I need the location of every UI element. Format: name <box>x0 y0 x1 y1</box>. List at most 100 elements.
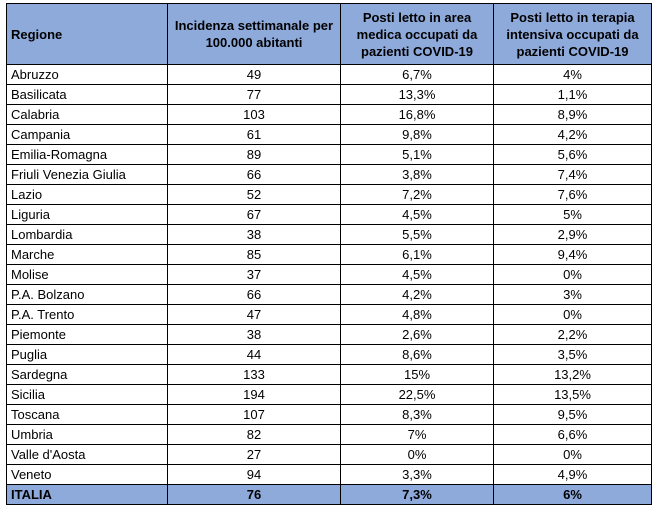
cell-regione: Lombardia <box>6 224 168 245</box>
cell-incidenza: 37 <box>167 264 341 285</box>
cell-terapia-intensiva: 3,5% <box>493 344 652 365</box>
cell-incidenza: 66 <box>167 284 341 305</box>
cell-area-medica: 3,8% <box>340 164 494 185</box>
cell-incidenza: 52 <box>167 184 341 205</box>
cell-area-medica: 7,3% <box>340 484 494 505</box>
cell-area-medica: 0% <box>340 444 494 465</box>
header-row: Regione Incidenza settimanale per 100.00… <box>6 3 652 65</box>
table-row: P.A. Trento 47 4,8% 0% <box>6 304 652 325</box>
cell-area-medica: 4,5% <box>340 264 494 285</box>
cell-regione: Liguria <box>6 204 168 225</box>
cell-regione: ITALIA <box>6 484 168 505</box>
cell-area-medica: 13,3% <box>340 84 494 105</box>
cell-regione: Umbria <box>6 424 168 445</box>
cell-area-medica: 5,5% <box>340 224 494 245</box>
header-incidenza: Incidenza settimanale per 100.000 abitan… <box>167 3 341 65</box>
cell-terapia-intensiva: 13,5% <box>493 384 652 405</box>
cell-area-medica: 8,6% <box>340 344 494 365</box>
table-row: Liguria 67 4,5% 5% <box>6 204 652 225</box>
cell-incidenza: 77 <box>167 84 341 105</box>
cell-area-medica: 7,2% <box>340 184 494 205</box>
cell-incidenza: 133 <box>167 364 341 385</box>
table-row: Calabria 103 16,8% 8,9% <box>6 104 652 125</box>
cell-regione: Toscana <box>6 404 168 425</box>
cell-regione: Lazio <box>6 184 168 205</box>
cell-regione: Friuli Venezia Giulia <box>6 164 168 185</box>
table-row: Valle d'Aosta 27 0% 0% <box>6 444 652 465</box>
cell-regione: Sardegna <box>6 364 168 385</box>
cell-terapia-intensiva: 9,5% <box>493 404 652 425</box>
table-row: P.A. Bolzano 66 4,2% 3% <box>6 284 652 305</box>
cell-terapia-intensiva: 3% <box>493 284 652 305</box>
table-row: Toscana 107 8,3% 9,5% <box>6 404 652 425</box>
cell-area-medica: 4,5% <box>340 204 494 225</box>
table-row: Umbria 82 7% 6,6% <box>6 424 652 445</box>
cell-area-medica: 4,8% <box>340 304 494 325</box>
cell-area-medica: 9,8% <box>340 124 494 145</box>
cell-regione: Sicilia <box>6 384 168 405</box>
cell-area-medica: 6,1% <box>340 244 494 265</box>
table-row: Marche 85 6,1% 9,4% <box>6 244 652 265</box>
cell-area-medica: 2,6% <box>340 324 494 345</box>
cell-terapia-intensiva: 7,4% <box>493 164 652 185</box>
cell-incidenza: 61 <box>167 124 341 145</box>
cell-terapia-intensiva: 6,6% <box>493 424 652 445</box>
cell-terapia-intensiva: 4% <box>493 64 652 85</box>
header-area-medica: Posti letto in area medica occupati da p… <box>340 3 494 65</box>
cell-area-medica: 5,1% <box>340 144 494 165</box>
table-row: Campania 61 9,8% 4,2% <box>6 124 652 145</box>
cell-incidenza: 76 <box>167 484 341 505</box>
cell-terapia-intensiva: 0% <box>493 304 652 325</box>
table-row: Friuli Venezia Giulia 66 3,8% 7,4% <box>6 164 652 185</box>
cell-terapia-intensiva: 5% <box>493 204 652 225</box>
cell-incidenza: 85 <box>167 244 341 265</box>
cell-terapia-intensiva: 0% <box>493 264 652 285</box>
cell-terapia-intensiva: 6% <box>493 484 652 505</box>
table-row: Veneto 94 3,3% 4,9% <box>6 464 652 485</box>
table-row: Basilicata 77 13,3% 1,1% <box>6 84 652 105</box>
cell-incidenza: 103 <box>167 104 341 125</box>
cell-terapia-intensiva: 2,2% <box>493 324 652 345</box>
table-row: Piemonte 38 2,6% 2,2% <box>6 324 652 345</box>
cell-regione: Emilia-Romagna <box>6 144 168 165</box>
cell-terapia-intensiva: 13,2% <box>493 364 652 385</box>
cell-incidenza: 49 <box>167 64 341 85</box>
cell-incidenza: 67 <box>167 204 341 225</box>
cell-incidenza: 107 <box>167 404 341 425</box>
cell-area-medica: 6,7% <box>340 64 494 85</box>
table-header: Regione Incidenza settimanale per 100.00… <box>6 3 652 65</box>
cell-terapia-intensiva: 7,6% <box>493 184 652 205</box>
total-row: ITALIA 76 7,3% 6% <box>6 484 652 505</box>
cell-incidenza: 82 <box>167 424 341 445</box>
cell-regione: Molise <box>6 264 168 285</box>
cell-regione: Marche <box>6 244 168 265</box>
table-row: Sicilia 194 22,5% 13,5% <box>6 384 652 405</box>
cell-incidenza: 47 <box>167 304 341 325</box>
cell-incidenza: 38 <box>167 324 341 345</box>
cell-terapia-intensiva: 5,6% <box>493 144 652 165</box>
cell-terapia-intensiva: 4,9% <box>493 464 652 485</box>
cell-regione: Valle d'Aosta <box>6 444 168 465</box>
cell-regione: Veneto <box>6 464 168 485</box>
table-row: Abruzzo 49 6,7% 4% <box>6 64 652 85</box>
cell-incidenza: 194 <box>167 384 341 405</box>
cell-area-medica: 8,3% <box>340 404 494 425</box>
cell-incidenza: 44 <box>167 344 341 365</box>
cell-area-medica: 22,5% <box>340 384 494 405</box>
table-row: Molise 37 4,5% 0% <box>6 264 652 285</box>
cell-regione: Piemonte <box>6 324 168 345</box>
table-row: Lombardia 38 5,5% 2,9% <box>6 224 652 245</box>
cell-regione: Campania <box>6 124 168 145</box>
cell-incidenza: 38 <box>167 224 341 245</box>
table-row: Puglia 44 8,6% 3,5% <box>6 344 652 365</box>
cell-regione: P.A. Bolzano <box>6 284 168 305</box>
cell-terapia-intensiva: 1,1% <box>493 84 652 105</box>
cell-incidenza: 66 <box>167 164 341 185</box>
cell-terapia-intensiva: 2,9% <box>493 224 652 245</box>
cell-area-medica: 16,8% <box>340 104 494 125</box>
header-terapia-intensiva: Posti letto in terapia intensiva occupat… <box>493 3 652 65</box>
cell-regione: Calabria <box>6 104 168 125</box>
cell-area-medica: 4,2% <box>340 284 494 305</box>
cell-terapia-intensiva: 8,9% <box>493 104 652 125</box>
cell-terapia-intensiva: 9,4% <box>493 244 652 265</box>
